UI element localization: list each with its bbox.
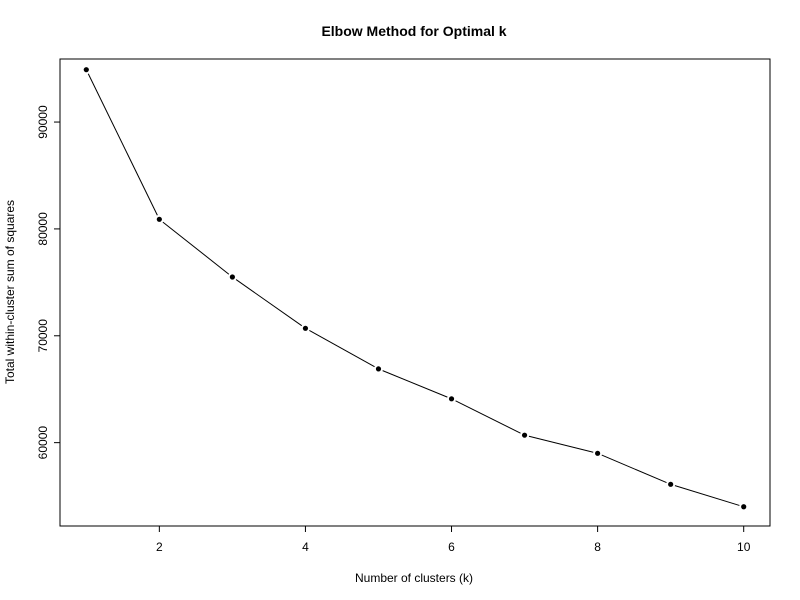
data-point (448, 396, 455, 402)
series-line-segment (674, 485, 740, 506)
series-line-segment (235, 279, 303, 327)
y-tick-label: 60000 (36, 426, 50, 460)
data-point (668, 481, 674, 487)
x-axis: 2 4 6 8 10 (156, 526, 751, 554)
x-axis-label: Number of clusters (k) (355, 571, 473, 585)
y-tick-label: 90000 (36, 105, 50, 139)
series-layer (83, 67, 747, 510)
x-tick-label: 2 (156, 540, 163, 554)
data-point (595, 450, 601, 456)
series-line-segment (601, 454, 667, 484)
series-line-segment (162, 221, 230, 275)
series-line-segment (87, 73, 158, 216)
x-tick-label: 10 (737, 540, 751, 554)
plot-frame (59, 58, 771, 527)
series-line-segment (309, 330, 375, 368)
data-point (156, 216, 162, 222)
x-tick-label: 4 (302, 540, 309, 554)
y-axis-label: Total within-cluster sum of squares (3, 200, 17, 384)
data-point (741, 504, 747, 510)
chart-title: Elbow Method for Optimal k (321, 23, 506, 39)
data-point (375, 366, 382, 372)
data-point (229, 274, 235, 280)
series-line-segment (455, 400, 521, 434)
data-point (302, 325, 309, 331)
y-tick-label: 80000 (36, 212, 50, 246)
x-tick-label: 8 (594, 540, 601, 554)
data-point (521, 432, 528, 438)
y-tick-label: 70000 (36, 319, 50, 353)
data-point (83, 67, 89, 73)
y-axis: 60000 70000 80000 90000 (36, 105, 60, 459)
x-tick-label: 6 (448, 540, 455, 554)
series-line-segment (528, 435, 594, 453)
series-line-segment (382, 370, 448, 398)
